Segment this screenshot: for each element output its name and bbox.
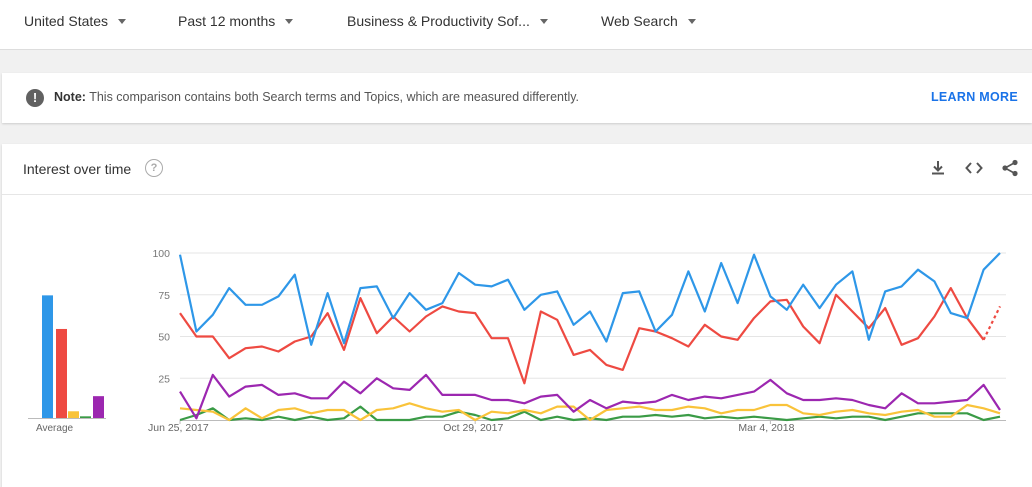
average-bar [68,411,79,418]
average-bar [42,295,53,418]
series-line [178,252,1001,346]
embed-icon [965,162,983,174]
series-line [179,373,1001,420]
x-tick-label: Oct 29, 2017 [443,422,504,434]
share-button[interactable] [1000,158,1020,178]
download-icon [932,161,944,175]
caret-down-icon [687,18,696,24]
series-line-partial [982,305,1001,341]
help-icon[interactable]: ? [145,159,163,177]
average-bar [93,396,104,418]
x-tick-label: Jun 25, 2017 [148,422,209,434]
category-filter-label: Business & Productivity Sof... [347,13,530,29]
download-button[interactable] [928,158,948,178]
caret-down-icon [539,18,548,24]
search-type-filter-label: Web Search [601,13,678,29]
search-type-filter[interactable]: Web Search [601,0,696,42]
series-line [179,405,1001,422]
y-tick-label: 25 [158,373,170,385]
average-bar [56,328,67,418]
average-label: Average [36,423,74,434]
x-tick-label: Mar 4, 2018 [738,422,795,434]
y-tick-label: 100 [152,248,170,260]
caret-down-icon [285,18,294,24]
interest-line-chart: 25 50 75 100 [152,248,1006,424]
time-range-filter[interactable]: Past 12 months [178,0,294,42]
learn-more-link[interactable]: LEARN MORE [930,90,1018,104]
average-bar-chart [28,295,106,419]
series-line [179,402,1001,422]
region-filter-label: United States [24,13,109,29]
category-filter[interactable]: Business & Productivity Sof... [347,0,548,42]
time-range-filter-label: Past 12 months [178,13,276,29]
note-banner: ! Note: This comparison contains both Se… [2,73,1032,123]
note-message: This comparison contains both Search ter… [85,90,580,104]
caret-down-icon [118,18,127,24]
exclamation-icon: ! [26,89,44,107]
y-tick-label: 50 [158,332,170,344]
y-tick-label: 75 [158,290,170,302]
region-filter[interactable]: United States [24,0,127,42]
card-title: Interest over time [23,161,132,177]
card-divider [2,194,1032,195]
interest-over-time-card: Interest over time ? [2,144,1032,487]
filter-bar: United States Past 12 months Business & … [0,0,1032,50]
average-bar [80,416,91,418]
note-prefix: Note: [54,90,86,104]
note-text: Note: This comparison contains both Sear… [54,90,579,104]
embed-button[interactable] [964,158,984,178]
share-icon [1002,159,1018,177]
